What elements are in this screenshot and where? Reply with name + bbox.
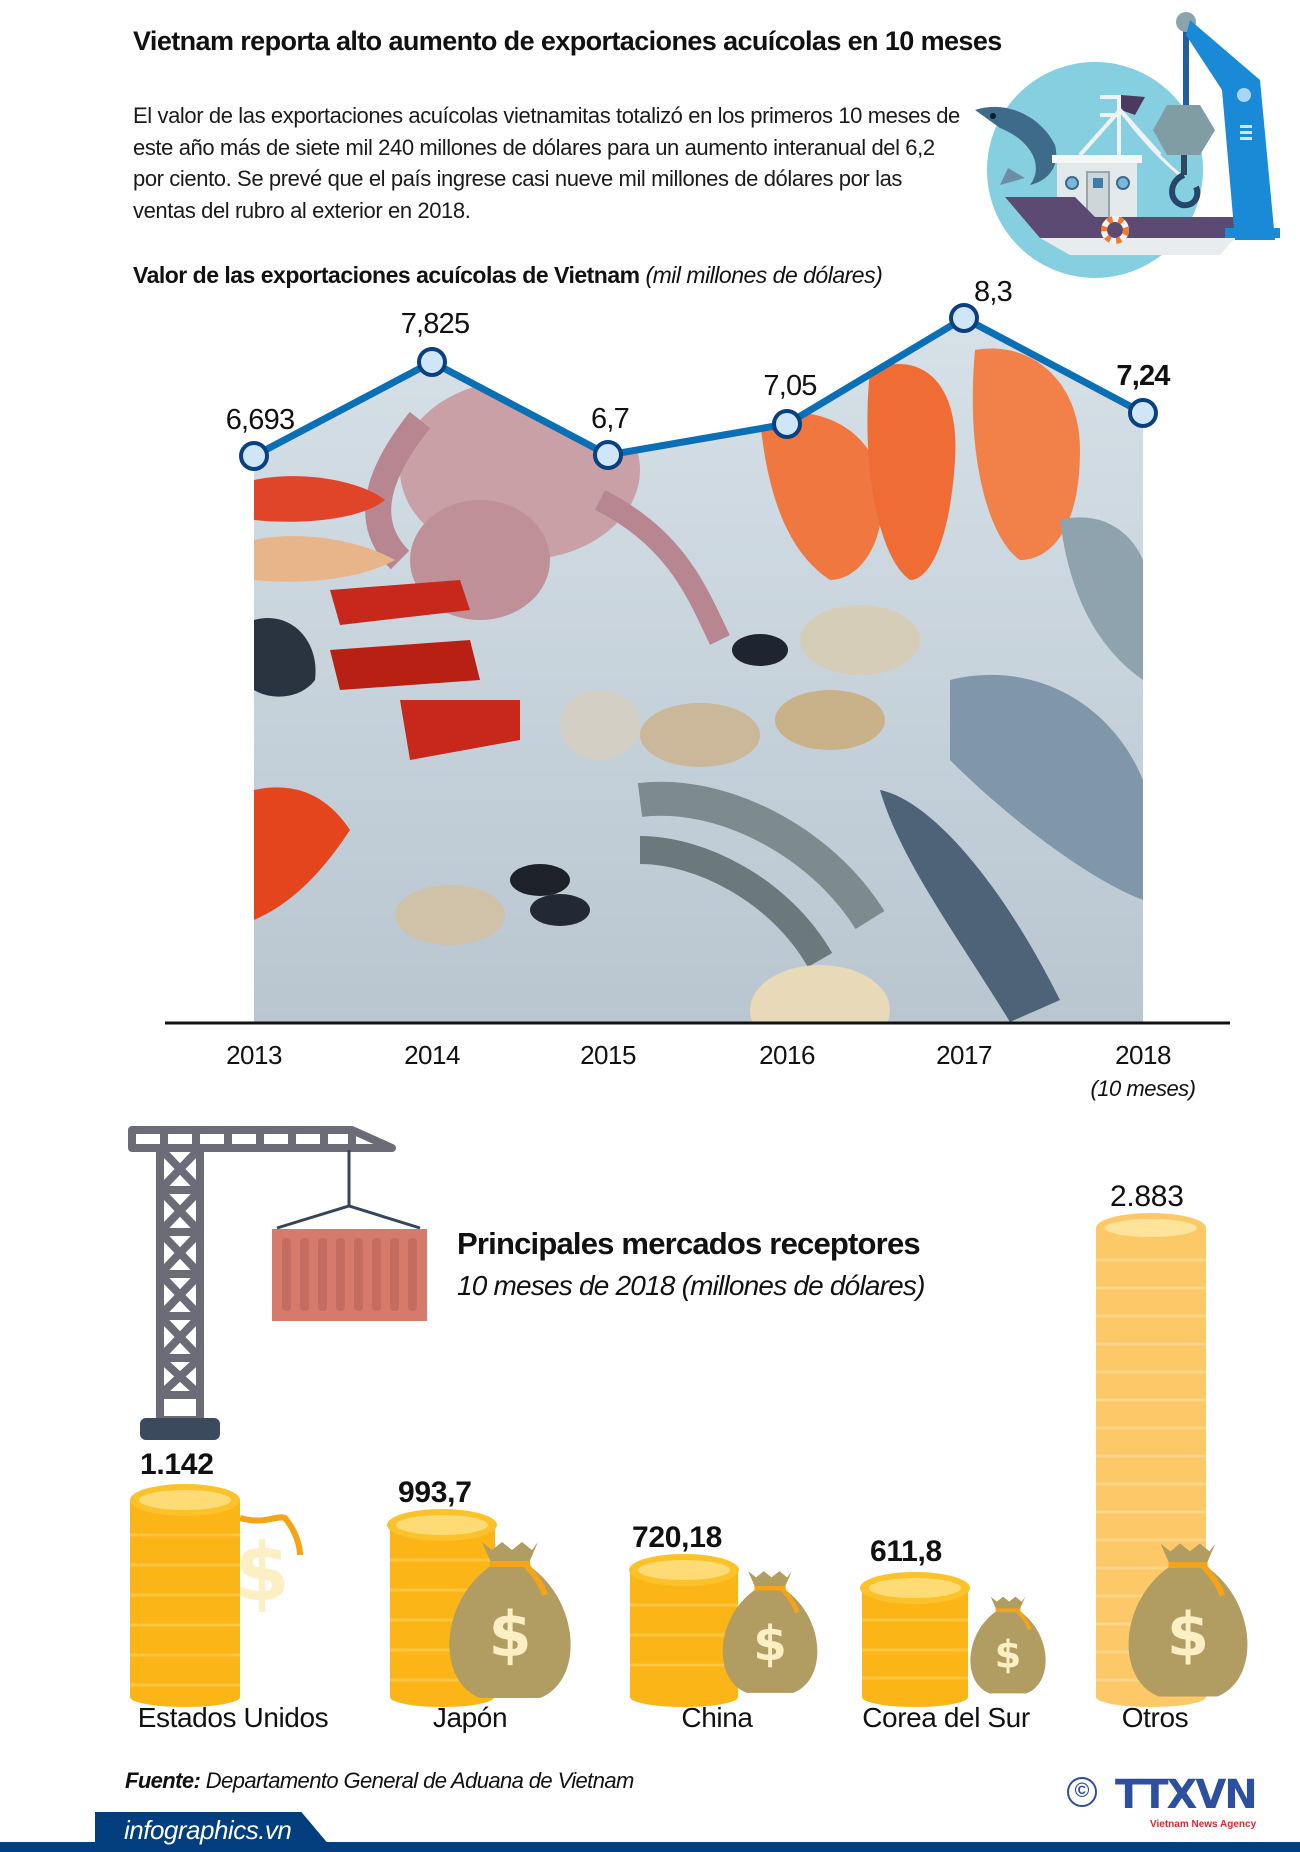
- footer-bar: [0, 1842, 1300, 1852]
- x-tick-2018-note: (10 meses): [1090, 1076, 1196, 1101]
- line-chart-title-main: Valor de las exportaciones acuícolas de …: [133, 262, 640, 288]
- coin-stack-japon: [387, 1509, 571, 1707]
- data-point-2013: [239, 441, 269, 471]
- source-note: Fuente: Departamento General de Aduana d…: [125, 1768, 634, 1794]
- coin-stack-otros: [1096, 1213, 1247, 1707]
- markets-coin-chart: $ $: [130, 1213, 1300, 1707]
- x-tick-2015: 2015: [580, 1040, 636, 1070]
- data-point-2018: [1128, 398, 1158, 428]
- data-point-2014: [417, 347, 447, 377]
- agency-name: Vietnam News Agency: [1150, 1819, 1257, 1830]
- source-text: Departamento General de Aduana de Vietna…: [205, 1768, 635, 1793]
- data-label-2013: 6,693: [225, 404, 295, 436]
- export-value-line: [252, 313, 1145, 460]
- market-name-japon: Japón: [432, 1702, 508, 1733]
- line-chart-unit: (mil millones de dólares): [645, 262, 883, 288]
- intro-paragraph: El valor de las exportaciones acuícolas …: [133, 103, 960, 223]
- market-value-estados-unidos: 1.142: [140, 1448, 214, 1481]
- coin-stack-estados-unidos: $: [130, 1484, 303, 1707]
- ttxvn-logo[interactable]: TTXVN: [1115, 1772, 1258, 1818]
- market-name-otros: Otros: [1121, 1702, 1189, 1733]
- data-point-2015: [593, 440, 623, 470]
- seafood-photo: [254, 318, 1143, 1022]
- x-tick-2014: 2014: [404, 1040, 460, 1070]
- coin-stack-corea-del-sur: [860, 1572, 1048, 1707]
- data-label-2018: 7,24: [1116, 360, 1170, 392]
- x-tick-2016: 2016: [759, 1040, 815, 1070]
- site-link[interactable]: infographics.vn: [124, 1815, 292, 1845]
- markets-title: Principales mercados receptores: [457, 1226, 921, 1261]
- fish-icon: [975, 106, 1057, 185]
- market-value-japon: 993,7: [398, 1476, 472, 1509]
- market-value-china: 720,18: [632, 1521, 722, 1554]
- footer-site-tab: [95, 1812, 335, 1852]
- data-label-2015: 6,7: [591, 403, 630, 435]
- x-tick-2017: 2017: [936, 1040, 992, 1070]
- source-label: Fuente:: [125, 1768, 201, 1793]
- data-label-2014: 7,825: [400, 308, 470, 340]
- tower-crane-icon: [128, 1126, 427, 1440]
- market-name-china: China: [681, 1702, 753, 1733]
- market-value-corea-del-sur: 611,8: [870, 1535, 942, 1568]
- market-name-estados-unidos: Estados Unidos: [137, 1702, 329, 1733]
- data-point-2016: [772, 409, 802, 439]
- coin-stack-china: [629, 1554, 817, 1707]
- svg-text:$: $: [234, 1526, 290, 1619]
- data-label-2017: 8,3: [974, 276, 1013, 308]
- line-chart-title: Valor de las exportaciones acuícolas de …: [133, 262, 883, 289]
- infographic-title: Vietnam reporta alto aumento de exportac…: [133, 26, 1002, 56]
- markets-subtitle: 10 meses de 2018 (millones de dólares): [457, 1270, 925, 1301]
- market-value-otros: 2.883: [1110, 1180, 1184, 1213]
- x-tick-2018: 2018: [1115, 1040, 1171, 1070]
- line-chart: [165, 303, 1230, 1025]
- x-tick-2013: 2013: [226, 1040, 282, 1070]
- copyright-icon: ©: [1067, 1777, 1097, 1807]
- money-bag-icon: [968, 1594, 1048, 1696]
- fishing-boat-crane-illustration: [975, 12, 1280, 278]
- data-label-2016: 7,05: [763, 370, 817, 402]
- market-name-corea-del-sur: Corea del Sur: [862, 1702, 1030, 1733]
- data-point-2017: [949, 303, 979, 333]
